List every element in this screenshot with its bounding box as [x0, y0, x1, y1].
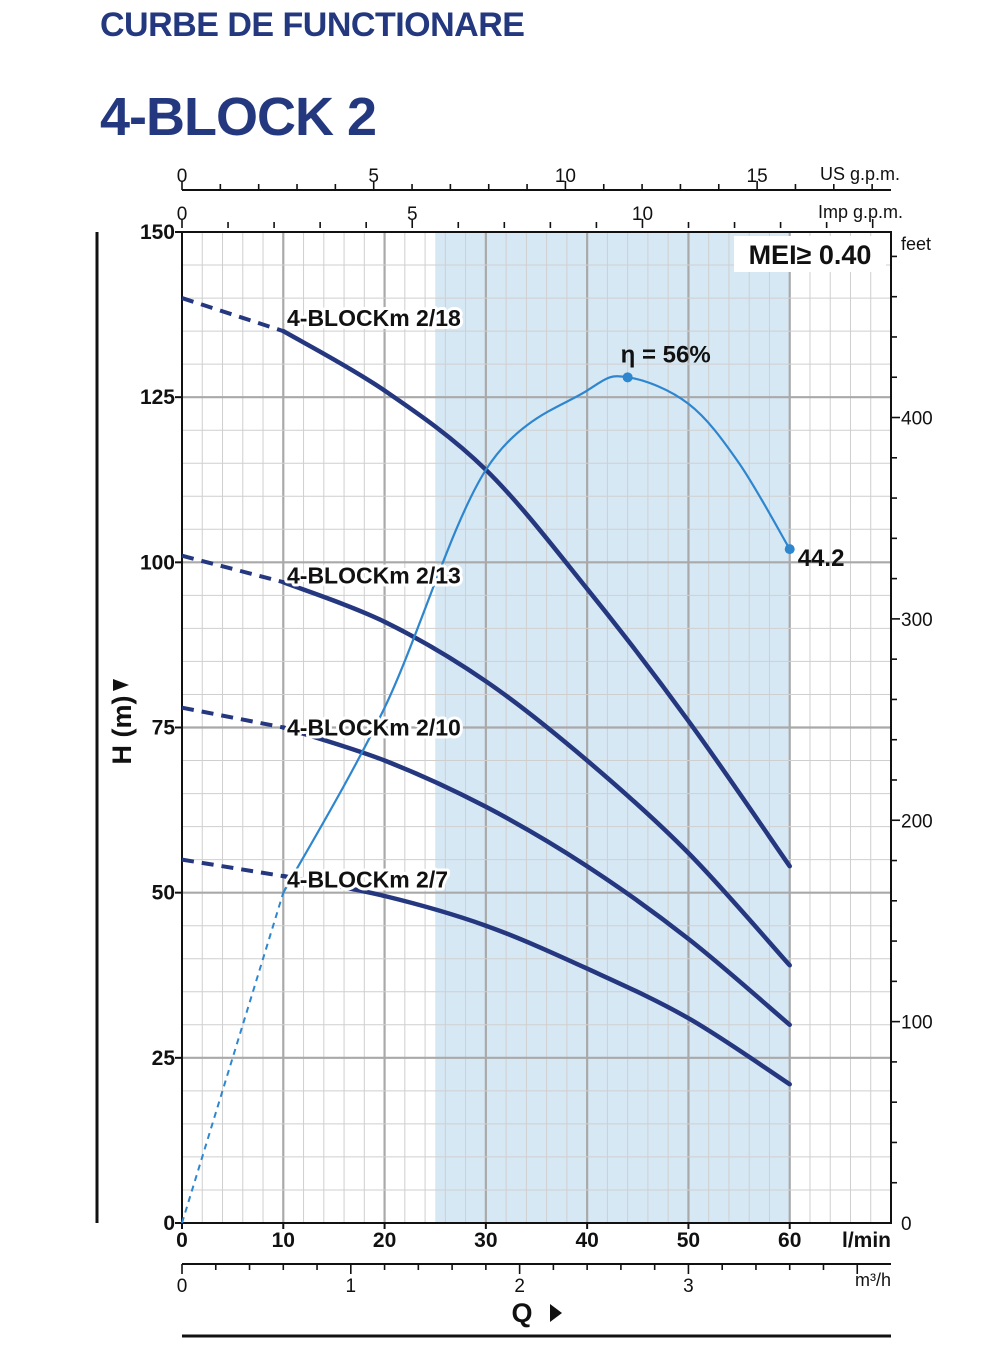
feet-tick-label: 300 — [901, 610, 933, 631]
curve-label-4-blockm-2-18: 4-BLOCKm 2/18 — [287, 305, 461, 331]
curve-label-4-blockm-2-10: 4-BLOCKm 2/10 — [287, 715, 461, 741]
feet-tick-label: 100 — [901, 1013, 933, 1034]
efficiency-curve — [181, 372, 795, 1224]
x-axis-label: Q — [511, 1298, 532, 1328]
feet-tick-label: 400 — [901, 409, 933, 430]
m3h-unit-label: m³/h — [855, 1270, 891, 1290]
chart-title: 4-BLOCK 2 — [100, 87, 377, 147]
y-tick-label: 25 — [152, 1047, 176, 1070]
impgpm-tick-label: 5 — [407, 204, 418, 225]
feet-tick-label: 0 — [901, 1214, 912, 1235]
x-tick-label: 40 — [575, 1229, 598, 1252]
y-tick-label: 75 — [152, 717, 176, 740]
x-tick-label: 30 — [474, 1229, 497, 1252]
usgpm-tick-label: 15 — [747, 166, 768, 187]
efficiency-dashed-segment — [181, 892, 285, 1224]
curve-dashed-4-blockm-2-18 — [181, 296, 284, 334]
x-axis-arrow-icon — [550, 1304, 562, 1322]
m3h-tick-label: 3 — [683, 1276, 694, 1297]
usgpm-tick-label: 5 — [368, 166, 379, 187]
curve-label-4-blockm-2-13: 4-BLOCKm 2/13 — [287, 563, 461, 589]
mei-label: MEI≥ 0.40 — [749, 240, 872, 270]
y-axis-arrow-icon — [113, 679, 129, 691]
x-tick-label: 0 — [176, 1229, 188, 1252]
curve-dashed-4-blockm-2-13 — [181, 553, 284, 585]
y-tick-label: 50 — [152, 882, 175, 905]
curve-4-blockm-2-13 — [281, 579, 792, 968]
feet-tick-label: 200 — [901, 811, 933, 832]
y-tick-label: 150 — [140, 221, 175, 244]
curve-label-4-blockm-2-7: 4-BLOCKm 2/7 — [287, 867, 448, 893]
curve-4-blockm-2-7 — [281, 873, 792, 1087]
curve-4-blockm-2-10 — [281, 725, 792, 1028]
impgpm-unit-label: Imp g.p.m. — [818, 202, 903, 222]
m3h-tick-label: 0 — [177, 1276, 188, 1297]
usgpm-tick-label: 0 — [177, 166, 188, 187]
curve-dashed-4-blockm-2-10 — [181, 705, 284, 730]
chart-subtitle: CURBE DE FUNCTIONARE — [100, 6, 525, 44]
x-tick-label: 20 — [373, 1229, 396, 1252]
y-tick-label: 0 — [163, 1212, 175, 1235]
efficiency-peak-point — [622, 372, 633, 383]
mei-box — [734, 236, 886, 272]
efficiency-peak-label: η = 56% — [621, 341, 711, 368]
m3h-tick-label: 1 — [346, 1276, 357, 1297]
efficiency-end-point — [784, 544, 795, 555]
m3h-tick-label: 2 — [514, 1276, 525, 1297]
y-axis-label: H (m) — [107, 696, 137, 765]
efficiency-end-label: 44.2 — [798, 545, 845, 572]
labels: 4-BLOCKm 2/18 4-BLOCKm 2/13 4-BLOCKm 2/10 4… — [284, 236, 886, 896]
x-unit-label: l/min — [842, 1229, 891, 1252]
x-tick-label: 50 — [677, 1229, 700, 1252]
y-tick-label: 100 — [140, 551, 175, 574]
pump-curves — [181, 296, 792, 1087]
impgpm-tick-label: 10 — [632, 204, 653, 225]
usgpm-unit-label: US g.p.m. — [820, 164, 900, 184]
usgpm-tick-label: 10 — [555, 166, 576, 187]
efficiency-line — [282, 375, 791, 894]
impgpm-tick-label: 0 — [177, 204, 188, 225]
feet-unit-label: feet — [901, 234, 931, 254]
curve-dashed-4-blockm-2-7 — [181, 857, 284, 879]
x-tick-label: 60 — [778, 1229, 801, 1252]
y-tick-label: 125 — [140, 386, 175, 409]
x-tick-label: 10 — [272, 1229, 295, 1252]
curve-4-blockm-2-18 — [281, 328, 792, 869]
